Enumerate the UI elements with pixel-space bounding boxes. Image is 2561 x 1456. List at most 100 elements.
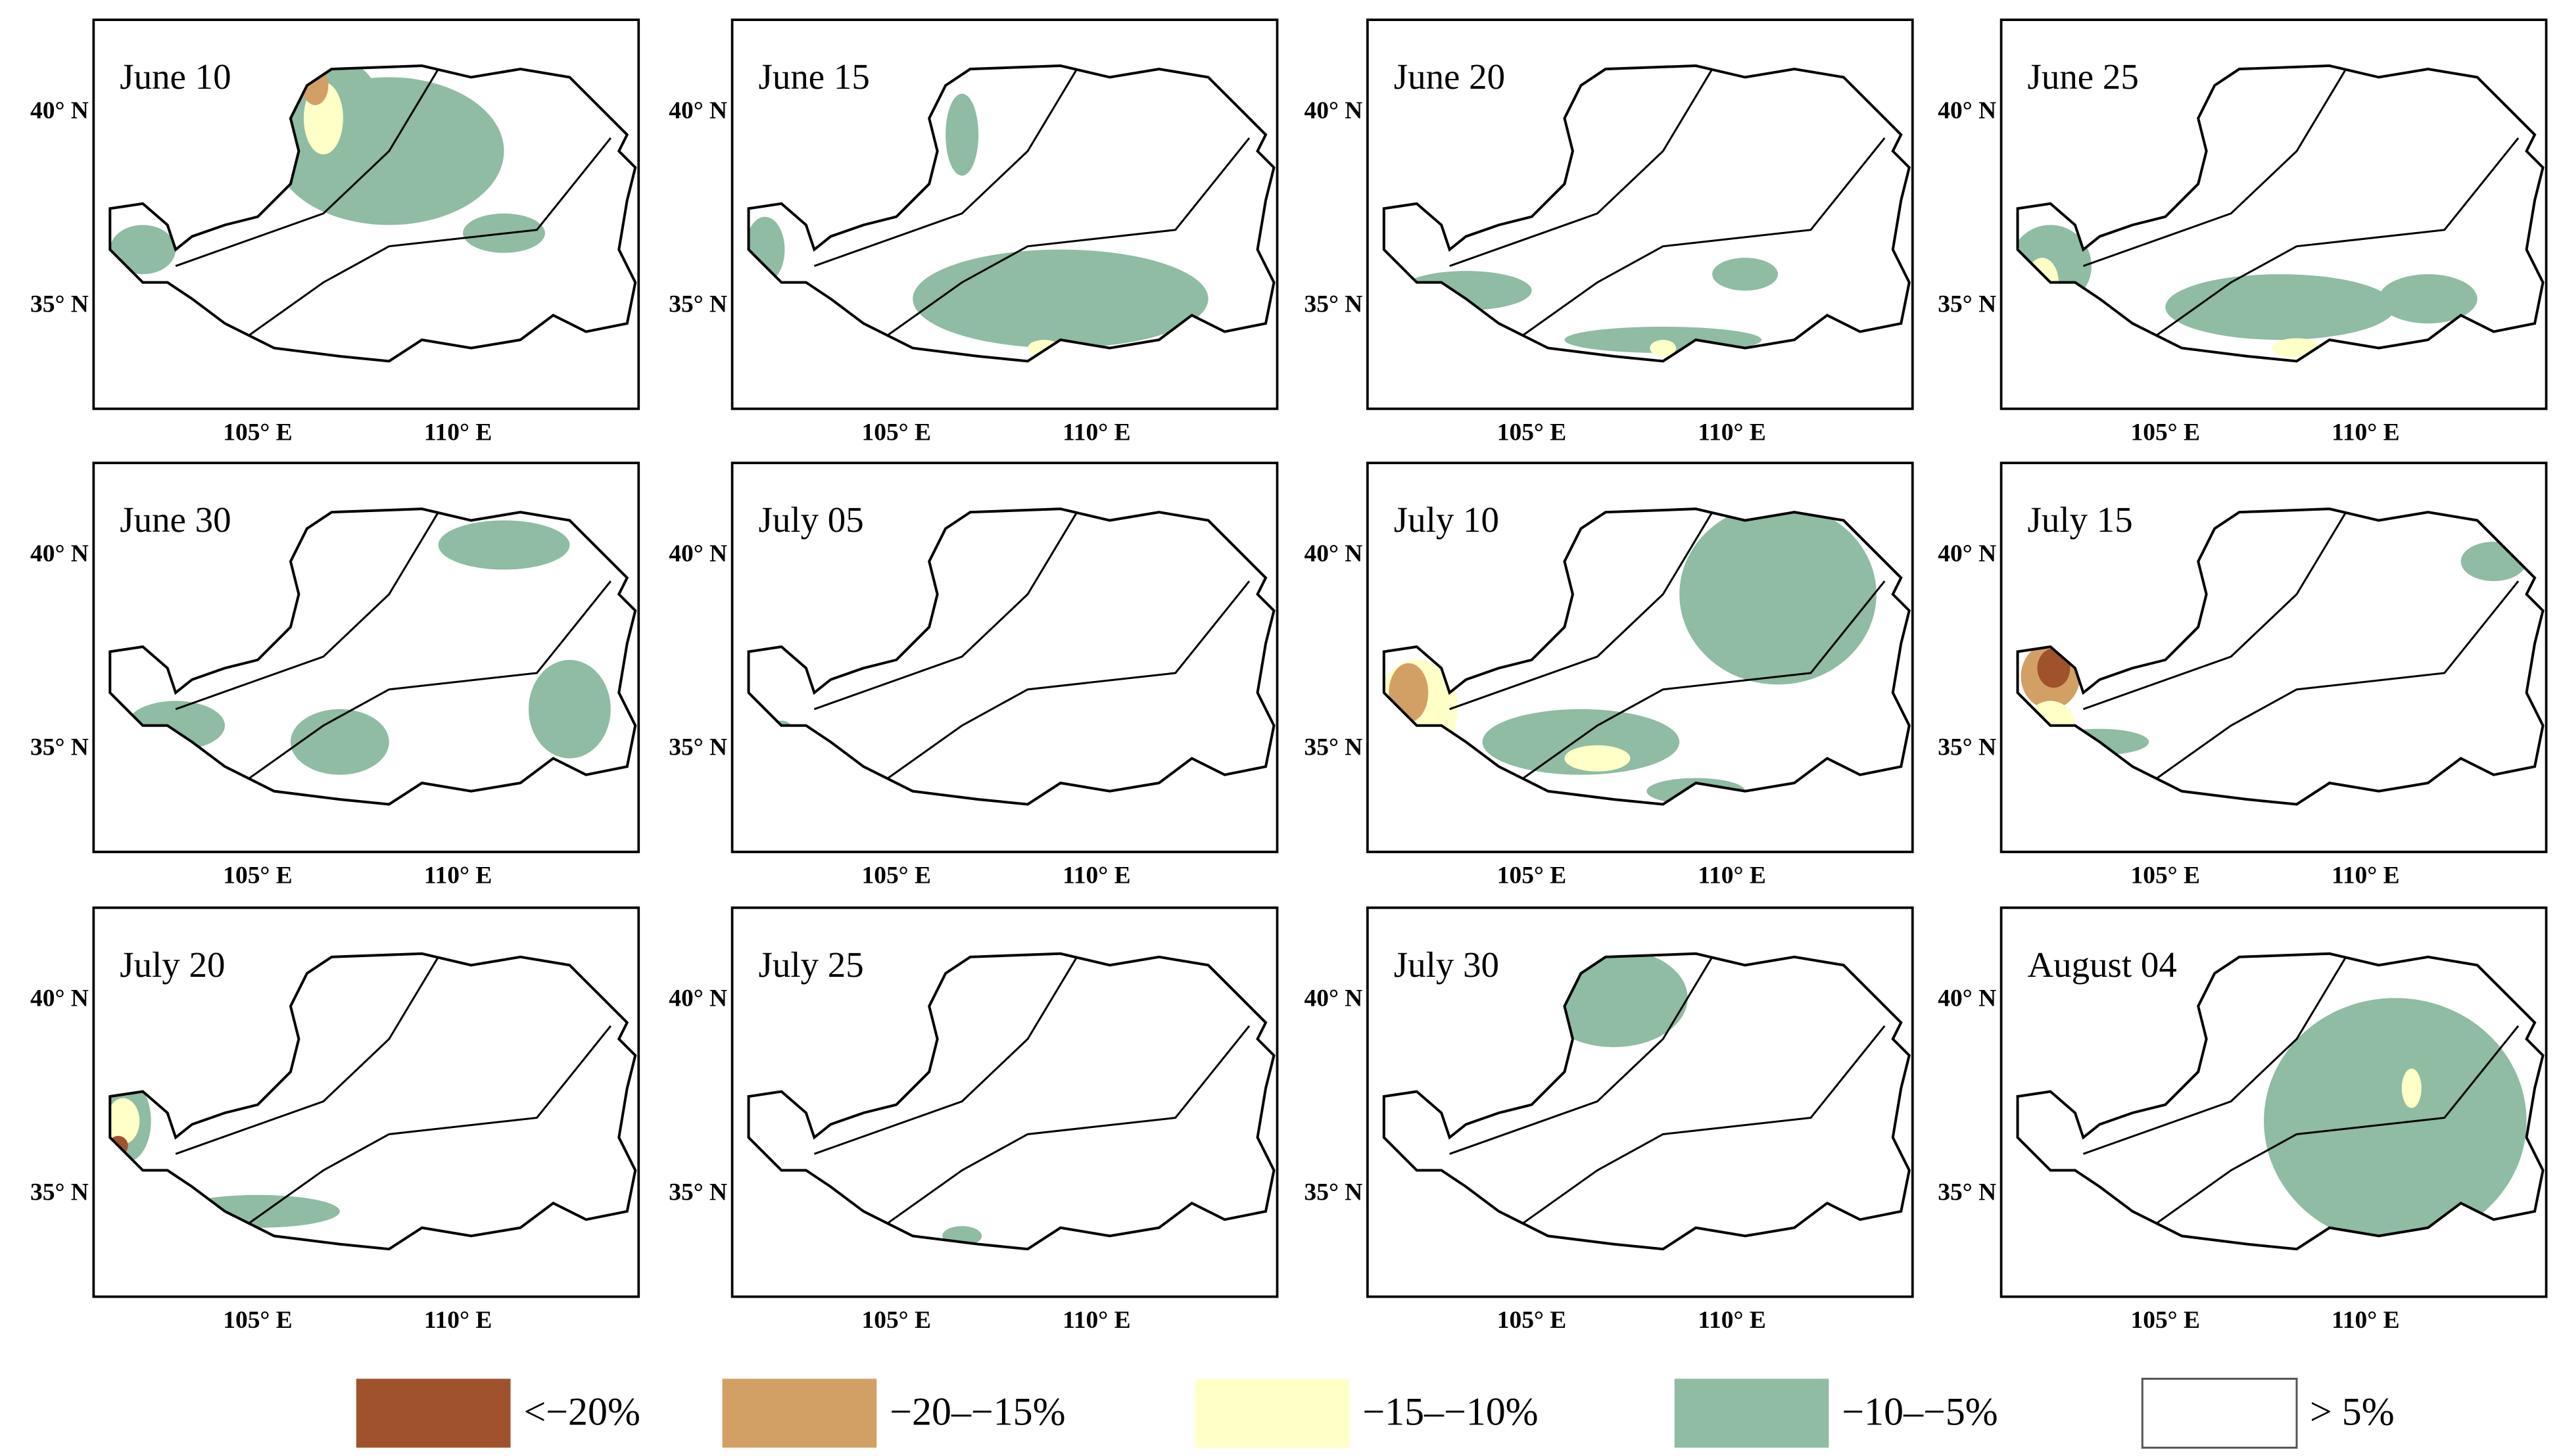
region-fill: [748, 509, 1274, 805]
lon-label: 110° E: [1063, 419, 1130, 446]
lon-label: 105° E: [1497, 419, 1566, 446]
lat-label: 35° N: [1304, 734, 1363, 761]
lon-label: 105° E: [223, 862, 292, 889]
anomaly-patches: [126, 520, 611, 775]
map-panel: July 15 40° N 35° N 105° E 110° E: [1938, 461, 2548, 889]
panel-title: June 15: [759, 57, 870, 97]
lon-label: 110° E: [1063, 1307, 1130, 1334]
lat-label: 40° N: [669, 97, 727, 124]
anomaly-patch: [1564, 745, 1631, 772]
anomaly-patch: [110, 1098, 140, 1144]
lat-label: 35° N: [669, 291, 727, 318]
lon-label: 105° E: [223, 1307, 292, 1334]
lon-label: 110° E: [2332, 1307, 2399, 1334]
lon-label: 105° E: [862, 419, 931, 446]
anomaly-patch: [2401, 1068, 2422, 1108]
zone-boundary: [887, 580, 1251, 779]
map-panel: July 30 40° N 35° N 105° E 110° E: [1304, 906, 1914, 1334]
lat-label: 40° N: [1304, 985, 1363, 1012]
zone-boundary: [249, 580, 611, 779]
anomaly-patch: [2165, 274, 2395, 341]
zone-boundary: [175, 511, 439, 711]
zone-boundary: [887, 1025, 1251, 1224]
lat-label: 35° N: [30, 734, 89, 761]
panel-title: July 10: [1394, 500, 1499, 540]
map-panel: June 20 40° N 35° N 105° E 110° E: [1304, 18, 1914, 446]
legend-label: −10–−5%: [1842, 1390, 1998, 1433]
zone-boundary: [175, 68, 439, 268]
map-panel: July 25 40° N 35° N 105° E 110° E: [669, 906, 1279, 1334]
lat-label: 35° N: [30, 1179, 89, 1206]
anomaly-patch: [1679, 509, 1877, 685]
map-panel: July 20 40° N 35° N 105° E 110° E: [30, 906, 640, 1334]
anomaly-patches: [2264, 998, 2527, 1244]
legend-swatch: [722, 1378, 877, 1448]
lon-label: 110° E: [1698, 862, 1765, 889]
map-panel: July 05 40° N 35° N 105° E 110° E: [669, 461, 1279, 889]
zone-boundary: [1523, 137, 1886, 336]
zone-boundary: [1449, 956, 1713, 1155]
region-outline: [747, 507, 1276, 806]
legend-label: −15–−10%: [1362, 1390, 1538, 1433]
zone-boundary: [249, 1025, 611, 1224]
anomaly-patch: [2378, 274, 2477, 324]
lon-label: 105° E: [2131, 862, 2200, 889]
lat-label: 40° N: [30, 985, 89, 1012]
region-fill: [110, 509, 636, 805]
region-outline: [108, 952, 637, 1251]
zone-boundary: [2082, 956, 2347, 1155]
lat-label: 35° N: [1304, 291, 1363, 318]
lon-label: 110° E: [2332, 862, 2399, 889]
lat-label: 40° N: [30, 540, 89, 567]
region-outline: [747, 64, 1276, 363]
legend-label: −20–−15%: [890, 1390, 1065, 1433]
region-outline: [1382, 507, 1911, 806]
zone-boundary: [175, 956, 439, 1155]
legend-label: <−20%: [523, 1390, 640, 1433]
lat-label: 40° N: [1304, 97, 1363, 124]
lon-label: 105° E: [1497, 1307, 1566, 1334]
lon-label: 110° E: [424, 1307, 492, 1334]
legend-swatch: [1674, 1378, 1829, 1448]
region-outline: [2016, 952, 2545, 1251]
zone-boundary: [2156, 1025, 2520, 1224]
anomaly-patch: [2264, 998, 2527, 1244]
legend-swatch: [356, 1378, 511, 1448]
zone-boundary: [2082, 511, 2347, 711]
panel-title: July 20: [120, 945, 225, 985]
panel-title: June 20: [1394, 57, 1505, 97]
lon-label: 105° E: [2131, 419, 2200, 446]
zone-boundary: [887, 137, 1251, 336]
lat-label: 35° N: [1938, 734, 1996, 761]
map-panel: June 30 40° N 35° N 105° E 110° E: [30, 461, 640, 889]
lat-label: 40° N: [669, 540, 727, 567]
lon-label: 110° E: [424, 862, 492, 889]
panel-title: June 30: [120, 500, 231, 540]
region-outline: [747, 952, 1276, 1251]
lat-label: 40° N: [669, 985, 727, 1012]
region-outline: [1382, 952, 1911, 1251]
region-outline: [2016, 64, 2545, 363]
map-panel: July 10 40° N 35° N 105° E 110° E: [1304, 461, 1914, 889]
lat-label: 35° N: [1304, 1179, 1363, 1206]
map-panel: June 15 40° N 35° N 105° E 110° E: [669, 18, 1279, 446]
panel-title: August 04: [2028, 945, 2177, 985]
lon-label: 105° E: [862, 1307, 931, 1334]
zone-boundary: [813, 68, 1078, 268]
lon-label: 110° E: [1698, 419, 1765, 446]
region-outline: [2016, 507, 2545, 806]
zone-boundary: [2082, 68, 2347, 268]
lon-label: 110° E: [424, 419, 492, 446]
map-panel: August 04 40° N 35° N 105° E 110° E: [1938, 906, 2548, 1334]
zone-boundary: [249, 137, 611, 336]
lon-label: 105° E: [862, 862, 931, 889]
region-outline: [108, 507, 637, 806]
anomaly-patch: [913, 249, 1209, 348]
lon-label: 110° E: [2332, 419, 2399, 446]
panel-title: July 15: [2028, 500, 2133, 540]
lat-label: 40° N: [1304, 540, 1363, 567]
lon-label: 110° E: [1063, 862, 1130, 889]
panel-title: June 25: [2028, 57, 2139, 97]
anomaly-patch: [528, 659, 611, 759]
